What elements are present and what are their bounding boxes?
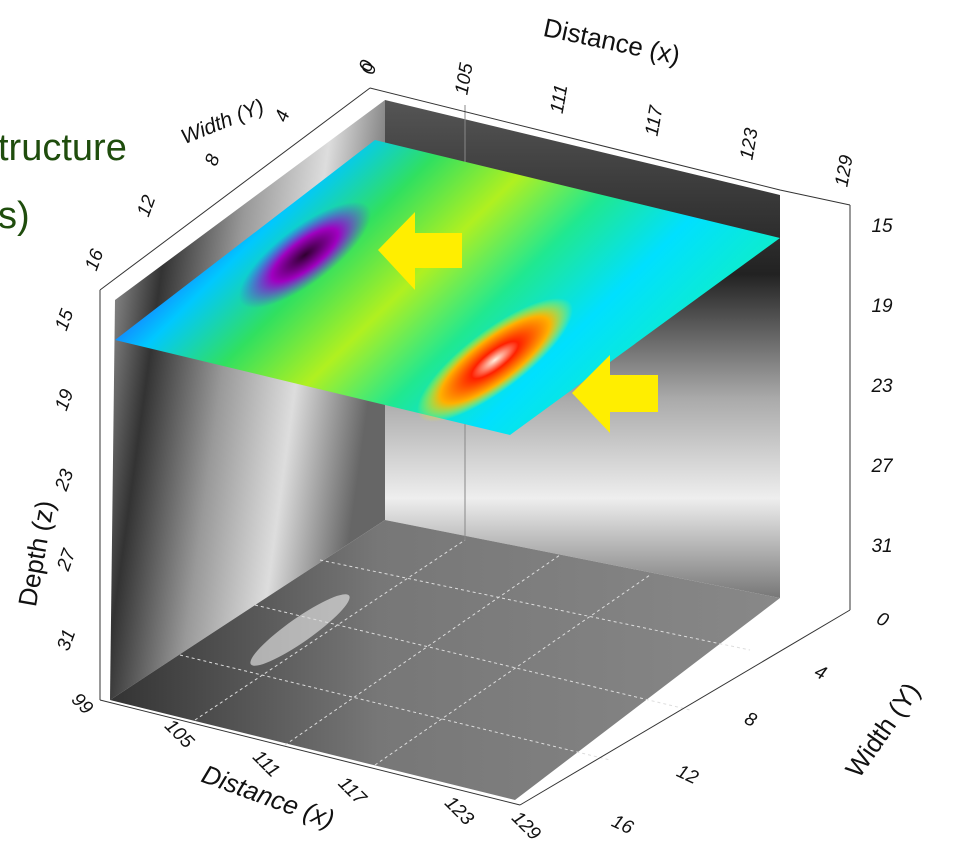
tick-label: 16 bbox=[81, 246, 108, 273]
tick-label: 16 bbox=[608, 811, 636, 839]
axis-label: Depth (z) bbox=[12, 498, 60, 609]
tick-label: 105 bbox=[451, 61, 477, 96]
gpr-volume: tructure s) Distance (x) Width (Y) Depth… bbox=[0, 0, 953, 843]
slide-text: s) bbox=[0, 195, 30, 237]
slide-text: tructure bbox=[0, 127, 127, 169]
tick-label: 123 bbox=[440, 792, 478, 830]
tick-label: 19 bbox=[51, 386, 78, 413]
tick-label: 117 bbox=[642, 103, 668, 138]
tick-label: 15 bbox=[871, 216, 893, 237]
tick-label: 117 bbox=[334, 773, 371, 810]
tick-label: 4 bbox=[271, 108, 294, 125]
tick-label: 99 bbox=[67, 689, 97, 719]
axis-label: Distance (x) bbox=[541, 12, 683, 70]
tick-label: 4 bbox=[811, 661, 829, 685]
tick-label: 27 bbox=[870, 456, 894, 477]
tick-label: 129 bbox=[831, 153, 857, 188]
tick-label: 27 bbox=[53, 545, 81, 574]
tick-label: 19 bbox=[871, 296, 893, 317]
tick-label: 23 bbox=[51, 466, 78, 494]
tick-label: 0 bbox=[873, 608, 892, 632]
axis-label: Width (Y) bbox=[839, 677, 926, 783]
tick-label: 12 bbox=[673, 761, 701, 789]
tick-label: 12 bbox=[133, 192, 160, 219]
tick-label: 8 bbox=[741, 708, 760, 732]
tick-label: 15 bbox=[51, 306, 78, 333]
tick-label: 111 bbox=[547, 83, 573, 115]
axis-label: Width (Y) bbox=[178, 95, 268, 149]
tick-label: 8 bbox=[201, 151, 224, 169]
tick-label: 105 bbox=[160, 715, 198, 753]
tick-label: 31 bbox=[53, 627, 80, 654]
tick-label: 23 bbox=[870, 376, 893, 397]
tick-label: 129 bbox=[507, 807, 545, 843]
tick-label: 31 bbox=[871, 536, 892, 557]
tick-label: 123 bbox=[736, 126, 762, 161]
